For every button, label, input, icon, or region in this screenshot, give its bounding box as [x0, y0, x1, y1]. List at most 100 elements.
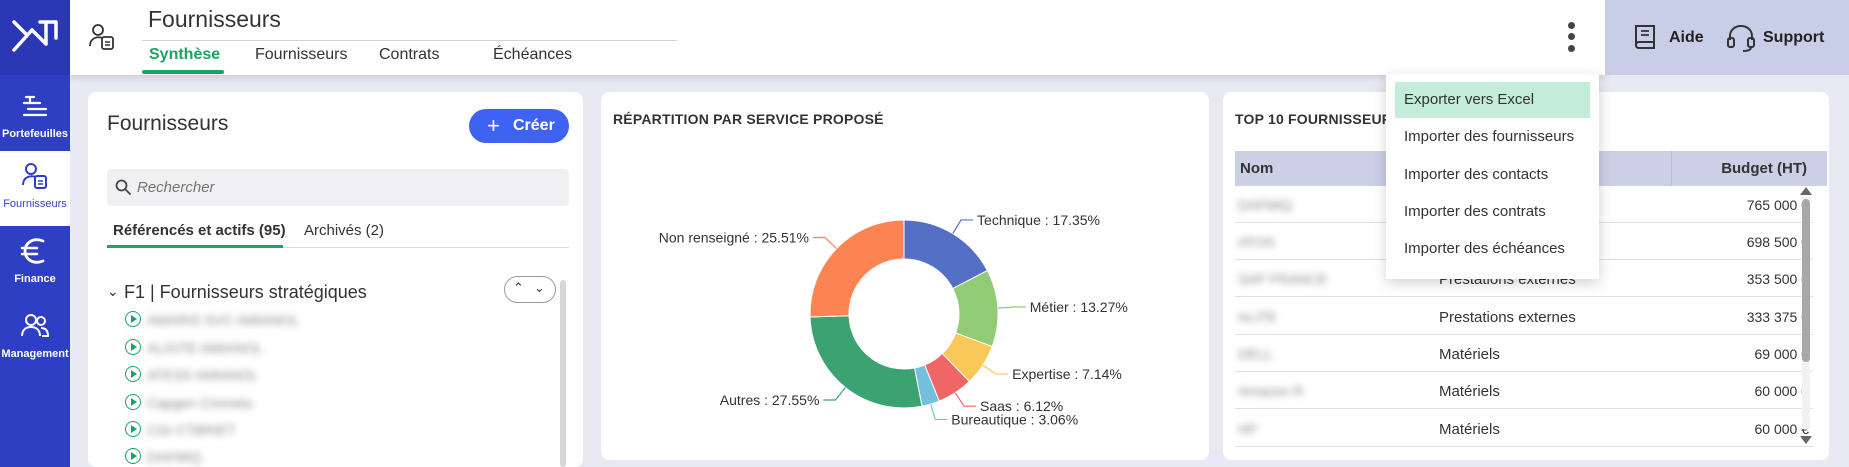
slice-label: Métier : 13.27% — [1030, 299, 1128, 315]
row-name: DELL — [1238, 346, 1274, 362]
nav-label: Management — [1, 348, 69, 360]
app-logo[interactable] — [0, 0, 70, 75]
tab-referenced-active[interactable]: Référencés et actifs (95) — [113, 222, 286, 239]
tab-bar: Synthèse Fournisseurs Contrats Échéances — [142, 40, 677, 74]
menu-item-import-suppliers[interactable]: Importer des fournisseurs — [1395, 119, 1590, 155]
supplier-status-tabs: Référencés et actifs (95) Archivés (2) — [107, 222, 569, 248]
supplier-name: AMARIS SVC AMIANOL — [147, 312, 300, 328]
play-icon[interactable] — [125, 311, 141, 327]
row-budget: 353 500 € — [1746, 271, 1809, 287]
leader-line — [930, 403, 948, 421]
help-area: Aide Support — [1605, 0, 1849, 75]
nav-item-fournisseurs[interactable]: Fournisseurs — [0, 151, 70, 226]
table-scrollbar[interactable] — [1800, 187, 1812, 445]
donut-chart: Technique : 17.35% Métier : 13.27% Experti… — [659, 212, 1128, 428]
slice-label: Technique : 17.35% — [977, 212, 1100, 228]
row-service: Matériels — [1439, 383, 1500, 400]
tab-fournisseurs[interactable]: Fournisseurs — [255, 46, 348, 63]
menu-item-import-deadlines[interactable]: Importer des échéances — [1395, 231, 1590, 267]
leader-line — [997, 306, 1026, 309]
menu-item-export-excel[interactable]: Exporter vers Excel — [1395, 82, 1590, 118]
service-distribution-card: RÉPARTITION PAR SERVICE PROPOSÉ Techniqu… — [601, 92, 1209, 460]
users-icon — [21, 314, 50, 337]
table-row[interactable]: Amazon R Matériels 60 000 € — [1235, 372, 1813, 409]
table-row[interactable]: SAP FRANCE Prestations externes 353 500 … — [1235, 260, 1813, 297]
menu-item-label: Importer des contacts — [1404, 166, 1549, 183]
tab-synthese[interactable]: Synthèse — [149, 46, 221, 63]
column-header-budget[interactable]: Budget (HT) — [1721, 160, 1807, 177]
scroll-up-arrow-icon[interactable] — [1800, 187, 1812, 195]
row-service: Matériels — [1439, 346, 1500, 363]
portfolio-icon — [22, 95, 48, 117]
column-header-name[interactable]: Nom — [1240, 160, 1274, 177]
table-row[interactable]: DELL Matériels 69 000 € — [1235, 335, 1813, 372]
page-title: Fournisseurs — [148, 6, 281, 32]
supplier-name: ATESS AMIANOL — [147, 367, 258, 383]
leader-line — [823, 387, 846, 401]
chart-title: RÉPARTITION PAR SERVICE PROPOSÉ — [613, 111, 884, 127]
donut-slice[interactable] — [809, 219, 905, 318]
menu-item-import-contracts[interactable]: Importer des contrats — [1395, 194, 1590, 230]
create-button[interactable]: + Créer — [469, 109, 569, 143]
nav-item-portefeuilles[interactable]: Portefeuilles — [0, 81, 70, 156]
collapse-all-icon[interactable]: ⌃ — [513, 280, 524, 295]
table-row[interactable]: HP Matériels 60 000 € — [1235, 410, 1813, 447]
row-budget: 765 000 € — [1746, 197, 1809, 213]
support-label: Support — [1763, 29, 1825, 46]
scroll-down-arrow-icon[interactable] — [1800, 436, 1812, 444]
row-name: SAP FRANCE — [1238, 271, 1328, 287]
menu-item-import-contacts[interactable]: Importer des contacts — [1395, 157, 1590, 193]
column-divider — [1671, 151, 1672, 186]
row-name: ALITE — [1238, 309, 1277, 325]
row-budget: 60 000 € — [1754, 421, 1810, 437]
menu-item-label: Importer des échéances — [1404, 240, 1565, 257]
supplier-icon — [89, 24, 114, 50]
active-tab-indicator — [142, 70, 224, 74]
slice-label: Expertise : 7.14% — [1012, 366, 1122, 382]
expand-all-icon[interactable]: ⌄ — [534, 280, 545, 295]
headset-icon — [1727, 24, 1755, 52]
tab-echeances[interactable]: Échéances — [493, 46, 573, 63]
support-button[interactable]: Support — [1725, 20, 1840, 56]
help-button[interactable]: Aide — [1632, 20, 1704, 56]
table-row[interactable]: ALITE Prestations externes 333 375 € — [1235, 298, 1813, 335]
chevron-down-icon: ⌄ — [107, 283, 119, 299]
play-icon[interactable] — [125, 421, 141, 437]
menu-item-label: Importer des contrats — [1404, 203, 1546, 220]
nav-item-management[interactable]: Management — [0, 301, 70, 376]
donut-slice[interactable] — [809, 315, 923, 409]
slice-label: Saas : 6.12% — [980, 398, 1063, 414]
top-bar: Fournisseurs Synthèse Fournisseurs Contr… — [70, 0, 1605, 75]
play-icon[interactable] — [125, 366, 141, 382]
supplier-name: Capgen Cmmeto — [147, 395, 253, 411]
play-icon[interactable] — [125, 339, 141, 355]
search-input[interactable] — [137, 177, 557, 197]
group-label: F1 | Fournisseurs stratégiques — [124, 282, 367, 302]
card-title: TOP 10 FOURNISSEURS — [1235, 111, 1402, 127]
leader-line — [952, 219, 974, 234]
tab-contrats[interactable]: Contrats — [379, 46, 440, 63]
row-service: Matériels — [1439, 421, 1500, 438]
supplier-name: DAFMIQ — [147, 449, 202, 465]
card-title: Fournisseurs — [107, 112, 229, 135]
row-budget: 333 375 € — [1746, 309, 1809, 325]
tab-archived[interactable]: Archivés (2) — [304, 222, 385, 239]
slice-label: Autres : 27.55% — [720, 392, 820, 408]
search-box — [107, 169, 569, 206]
scroll-thumb[interactable] — [1802, 199, 1810, 362]
list-scrollbar[interactable] — [560, 280, 566, 467]
logo-icon — [12, 20, 58, 52]
row-name: ATOS — [1238, 234, 1275, 250]
row-budget: 698 500 € — [1746, 234, 1809, 250]
create-label: Créer — [513, 117, 555, 134]
play-icon[interactable] — [125, 394, 141, 410]
menu-item-label: Exporter vers Excel — [1404, 91, 1535, 108]
euro-icon — [20, 238, 45, 264]
leader-line — [982, 364, 1009, 375]
play-icon[interactable] — [125, 448, 141, 464]
help-label: Aide — [1669, 29, 1704, 46]
expand-collapse-toggle[interactable]: ⌃ ⌄ — [504, 276, 556, 303]
more-options-button[interactable] — [1565, 20, 1577, 54]
nav-item-finance[interactable]: Finance — [0, 226, 70, 301]
row-service: Prestations externes — [1439, 309, 1576, 326]
